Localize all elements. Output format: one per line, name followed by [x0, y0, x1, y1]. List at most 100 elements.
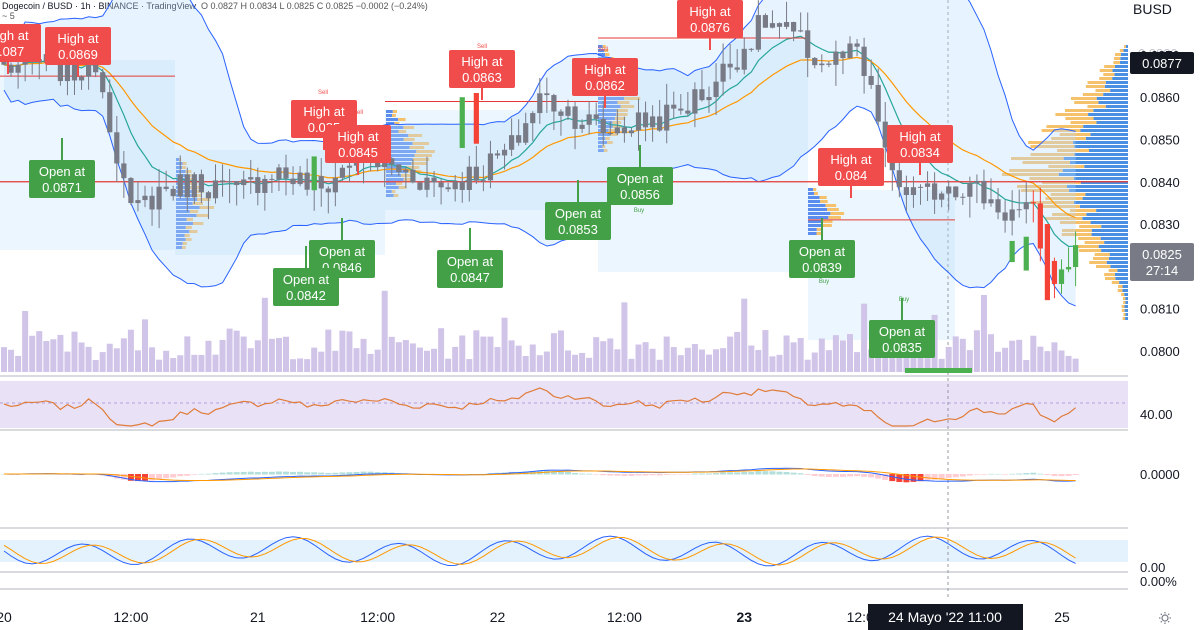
candle[interactable]	[791, 21, 797, 42]
candle[interactable]	[826, 61, 832, 68]
candle[interactable]	[939, 191, 945, 208]
candle[interactable]	[769, 10, 776, 29]
candle[interactable]	[699, 69, 705, 102]
candle[interactable]	[149, 186, 155, 226]
sun-gear-icon[interactable]	[1159, 612, 1171, 624]
indicator-setting[interactable]: ~ 5	[2, 11, 15, 21]
candle[interactable]	[1030, 190, 1036, 223]
candle[interactable]	[783, 1, 790, 30]
candle[interactable]	[607, 121, 613, 136]
candle[interactable]	[459, 171, 465, 203]
candle[interactable]	[509, 118, 515, 157]
candle[interactable]	[798, 12, 804, 33]
candle[interactable]	[847, 36, 853, 59]
candle[interactable]	[438, 179, 444, 205]
candle[interactable]	[755, 0, 761, 52]
candle[interactable]	[720, 43, 726, 96]
candle[interactable]	[389, 157, 395, 176]
candle[interactable]	[241, 170, 247, 199]
candle[interactable]	[762, 13, 768, 28]
candle[interactable]	[480, 165, 486, 192]
candle[interactable]	[234, 180, 240, 206]
candle[interactable]	[212, 164, 219, 204]
candle[interactable]	[995, 188, 1001, 220]
candle[interactable]	[861, 37, 867, 94]
candle[interactable]	[558, 109, 564, 136]
candle[interactable]	[339, 164, 345, 181]
candle[interactable]	[903, 175, 909, 212]
candle[interactable]	[953, 186, 959, 201]
candle[interactable]	[1065, 247, 1072, 273]
candle[interactable]	[198, 169, 204, 203]
candle[interactable]	[142, 185, 148, 208]
candle[interactable]	[586, 100, 592, 135]
candle[interactable]	[205, 190, 212, 220]
candle[interactable]	[544, 77, 550, 113]
candle[interactable]	[706, 86, 712, 113]
candle[interactable]	[924, 171, 931, 202]
candle[interactable]	[346, 160, 353, 182]
candle[interactable]	[1058, 259, 1065, 294]
candle[interactable]	[614, 109, 620, 136]
candle[interactable]	[332, 156, 338, 207]
candle[interactable]	[114, 116, 120, 183]
candle[interactable]	[431, 171, 437, 197]
candle[interactable]	[1002, 200, 1008, 233]
candle[interactable]	[1037, 187, 1043, 262]
candle[interactable]	[283, 154, 289, 196]
candle[interactable]	[452, 174, 458, 202]
candle[interactable]	[981, 169, 987, 210]
candle[interactable]	[318, 158, 324, 207]
candle[interactable]	[170, 185, 176, 201]
candle[interactable]	[191, 172, 197, 205]
candle[interactable]	[734, 49, 740, 73]
candle[interactable]	[868, 59, 874, 89]
candle[interactable]	[551, 93, 557, 131]
price-axis[interactable]: BUSD0.08800.08700.08600.08500.08400.0830…	[1128, 0, 1200, 630]
candle[interactable]	[156, 169, 162, 229]
candle[interactable]	[128, 176, 134, 206]
candle[interactable]	[219, 164, 226, 197]
candle[interactable]	[741, 37, 747, 75]
candle[interactable]	[163, 170, 169, 192]
candle[interactable]	[642, 101, 649, 142]
candle[interactable]	[621, 116, 627, 143]
candle[interactable]	[501, 143, 508, 170]
candle[interactable]	[107, 79, 113, 133]
candle[interactable]	[932, 172, 938, 214]
candle[interactable]	[671, 91, 677, 119]
candle[interactable]	[628, 127, 635, 137]
candle[interactable]	[424, 156, 430, 198]
candle[interactable]	[812, 56, 818, 69]
candle[interactable]	[882, 102, 888, 168]
candle[interactable]	[8, 62, 14, 77]
candle[interactable]	[917, 184, 924, 205]
candle[interactable]	[304, 158, 310, 196]
candle[interactable]	[537, 77, 543, 124]
candle[interactable]	[572, 101, 578, 150]
candle[interactable]	[445, 182, 451, 192]
candle[interactable]	[657, 100, 663, 132]
candle[interactable]	[255, 167, 261, 206]
candle[interactable]	[678, 94, 684, 115]
candle[interactable]	[410, 159, 416, 184]
candle[interactable]	[565, 99, 571, 120]
candle[interactable]	[650, 105, 656, 142]
candle[interactable]	[946, 180, 952, 211]
candle[interactable]	[1009, 190, 1015, 236]
candle[interactable]	[875, 68, 881, 126]
candle[interactable]	[833, 40, 839, 86]
candle[interactable]	[776, 22, 783, 39]
candle[interactable]	[466, 155, 472, 202]
candle[interactable]	[579, 119, 585, 133]
candle[interactable]	[135, 181, 141, 212]
candle[interactable]	[600, 100, 606, 146]
candle[interactable]	[713, 63, 719, 116]
candle[interactable]	[854, 39, 860, 57]
candle[interactable]	[692, 82, 698, 128]
candle[interactable]	[685, 91, 691, 117]
candle[interactable]	[487, 140, 494, 189]
candle[interactable]	[910, 176, 917, 208]
